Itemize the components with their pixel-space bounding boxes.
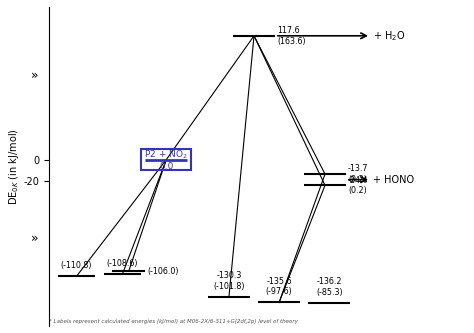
Text: * Labels represent calculated energies (kJ/mol) at M06-2X/6-311+G(2df,2p) level : * Labels represent calculated energies (…	[49, 319, 298, 324]
Text: (-106.0): (-106.0)	[147, 267, 179, 276]
Text: -130.3
(-101.8): -130.3 (-101.8)	[213, 271, 245, 291]
Y-axis label: DE$_{0K}$ (in kJ/mol): DE$_{0K}$ (in kJ/mol)	[7, 128, 21, 205]
Text: »: »	[31, 69, 38, 82]
Text: -24.4
(0.2): -24.4 (0.2)	[348, 175, 368, 195]
Text: -136.2
(-85.3): -136.2 (-85.3)	[316, 277, 343, 297]
Text: -13.7
(9.2): -13.7 (9.2)	[348, 165, 368, 184]
Text: »: »	[31, 232, 38, 245]
Text: -135.6
(-97.6): -135.6 (-97.6)	[266, 277, 292, 296]
Text: + H$_2$O: + H$_2$O	[373, 29, 406, 43]
Text: (-110.8): (-110.8)	[61, 261, 92, 270]
Text: P2 + NO$_2$
0.0: P2 + NO$_2$ 0.0	[145, 148, 188, 171]
Text: 117.6
(163.6): 117.6 (163.6)	[277, 26, 306, 46]
Text: + HONO: + HONO	[373, 175, 414, 185]
Text: (-108.6): (-108.6)	[107, 259, 138, 268]
Bar	[141, 149, 191, 170]
